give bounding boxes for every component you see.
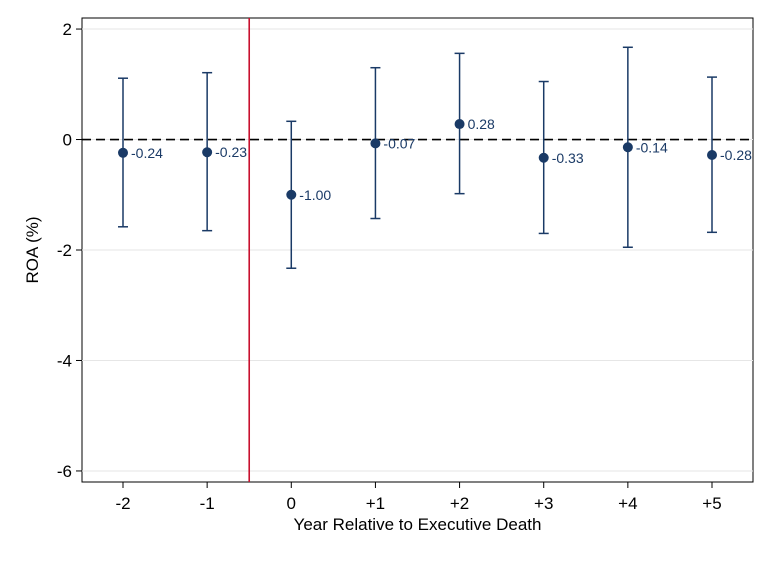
x-axis-title: Year Relative to Executive Death	[294, 515, 542, 534]
x-tick-label: +3	[534, 494, 553, 513]
data-label: -1.00	[299, 187, 331, 203]
x-tick-label: +2	[450, 494, 469, 513]
y-tick-label: 0	[63, 131, 72, 150]
data-point	[202, 147, 213, 158]
data-label: -0.28	[720, 147, 752, 163]
x-tick-label: 0	[287, 494, 296, 513]
data-point	[707, 149, 717, 160]
grid-lines	[82, 28, 753, 472]
x-axis: -2 -1 0 +1 +2 +3 +4 +5	[115, 482, 722, 513]
data-point	[454, 119, 465, 130]
reference-lines	[82, 18, 753, 482]
data-label: -0.24	[131, 145, 163, 161]
data-label: 0.28	[468, 116, 495, 132]
x-tick-label: +4	[618, 494, 637, 513]
data-label: -0.07	[383, 135, 415, 151]
data-label: -0.14	[636, 139, 668, 155]
data-point	[118, 147, 128, 158]
chart-marks: -0.24 -0.23 -1.00 -0.07 0.28 -0.33 -0.14 -0.28	[118, 46, 752, 269]
y-tick-label: -2	[57, 241, 72, 260]
x-tick-label: -2	[115, 494, 130, 513]
data-point	[538, 152, 549, 163]
x-tick-label: +1	[366, 494, 385, 513]
data-point	[286, 189, 297, 200]
y-tick-label: -4	[57, 351, 72, 370]
data-point	[622, 142, 633, 153]
data-point	[370, 138, 381, 149]
y-tick-label: -6	[57, 462, 72, 481]
y-axis: 2 0 -2 -4 -6	[57, 20, 82, 481]
data-label: -0.23	[215, 144, 247, 160]
data-label: -0.33	[552, 150, 584, 166]
x-tick-label: -1	[200, 494, 215, 513]
y-axis-title: ROA (%)	[23, 216, 42, 283]
y-tick-label: 2	[63, 20, 72, 39]
x-tick-label: +5	[702, 494, 721, 513]
